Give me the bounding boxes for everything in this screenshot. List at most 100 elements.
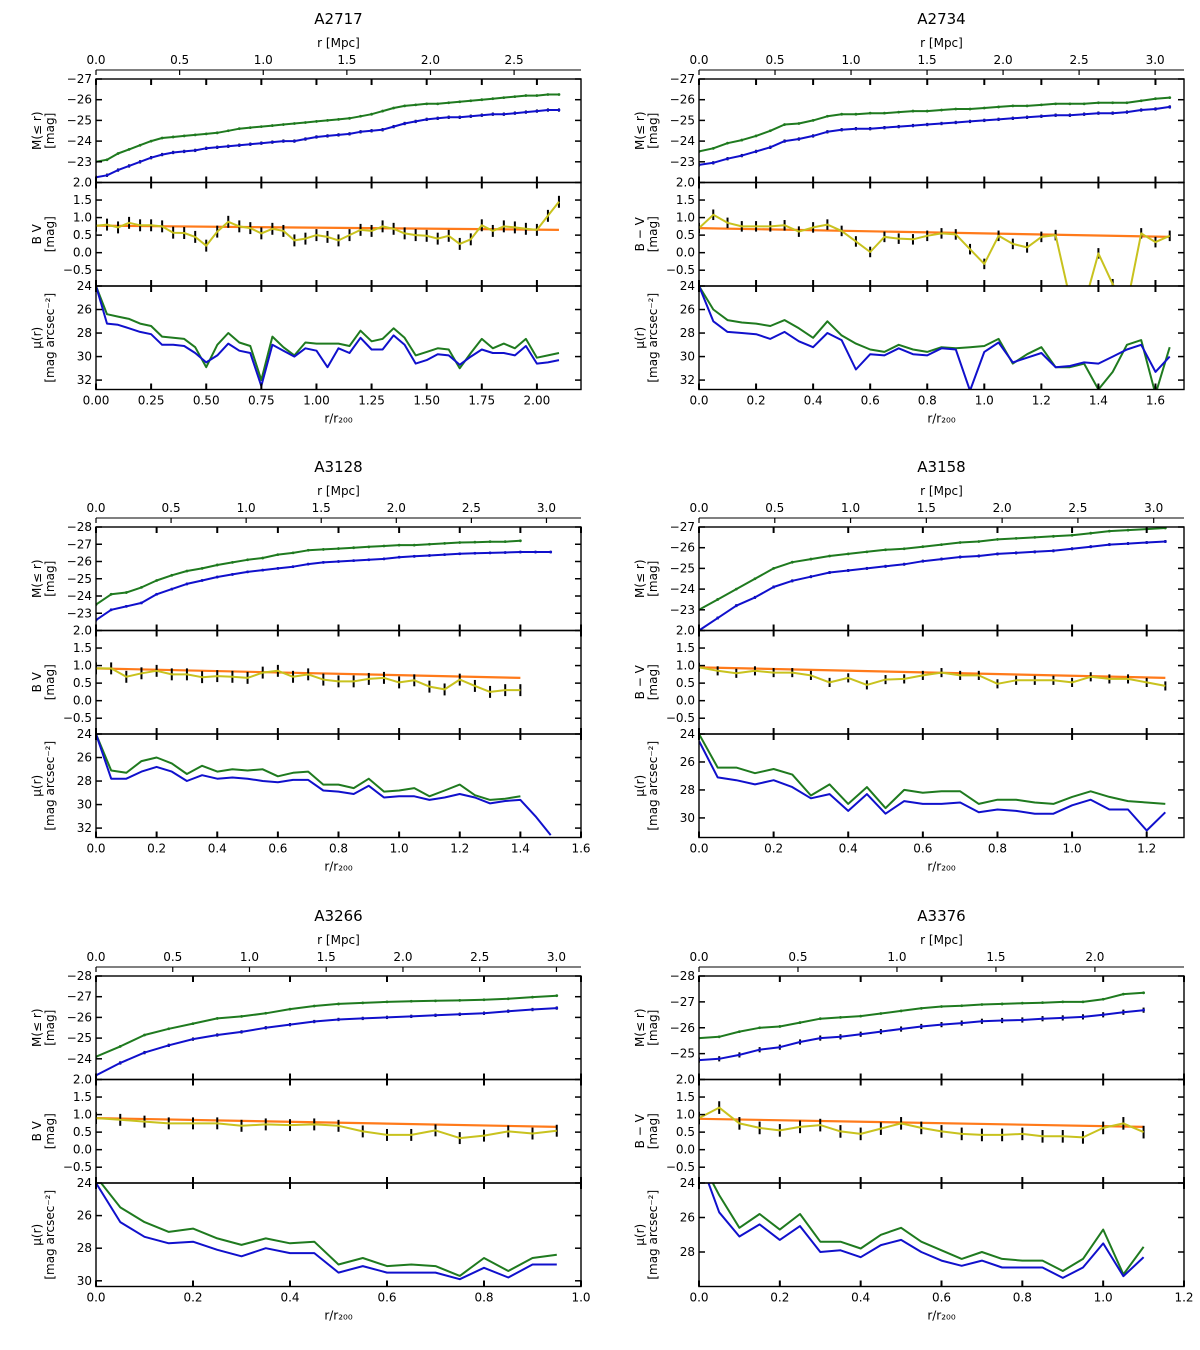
data-point <box>155 592 159 596</box>
data-point <box>312 1020 316 1023</box>
x-axis-label: r/r₂₀₀ <box>324 1309 353 1323</box>
y-tick-label: 28 <box>680 1245 695 1259</box>
subplot-frame <box>95 1182 582 1288</box>
plot-area <box>96 93 561 179</box>
y-tick-label: 28 <box>680 326 695 340</box>
x-tick-label: 0.25 <box>138 394 165 408</box>
y-tick-label: −26 <box>67 93 92 107</box>
top-axis-tick-label: 1.5 <box>986 950 1005 964</box>
y-tick-label: −24 <box>670 582 695 596</box>
data-point <box>783 139 786 143</box>
data-point <box>753 577 757 581</box>
data-point <box>960 1004 964 1008</box>
series-blue-line <box>96 1007 557 1077</box>
plot-area <box>699 734 1166 832</box>
y-tick-label: 24 <box>680 1176 695 1190</box>
fit-line <box>699 227 1170 238</box>
x-tick-label: 0.8 <box>918 394 937 408</box>
x-tick-label: 0.0 <box>86 1291 105 1305</box>
y-axis-label: B − V <box>633 1113 647 1148</box>
y-tick-label: −27 <box>670 995 695 1009</box>
y-tick-label: 1.0 <box>73 1108 92 1122</box>
data-point <box>473 540 477 544</box>
data-point <box>443 553 446 556</box>
data-point <box>458 115 462 119</box>
data-point <box>734 604 738 608</box>
data-point <box>1111 101 1115 105</box>
data-point <box>503 551 507 554</box>
data-point <box>288 1007 292 1011</box>
data-point <box>1011 116 1015 120</box>
data-point <box>977 554 981 558</box>
top-axis-tick-label: 1.0 <box>237 501 256 515</box>
plot-area <box>96 662 522 698</box>
y-tick-label: 26 <box>77 1209 92 1223</box>
data-point <box>337 133 340 137</box>
data-point <box>818 1017 822 1021</box>
y-tick-label: −27 <box>67 72 92 86</box>
data-point <box>809 575 813 579</box>
data-point <box>897 125 901 129</box>
data-point <box>1061 1000 1065 1004</box>
data-point <box>1126 542 1130 545</box>
data-point <box>518 550 522 554</box>
data-point <box>261 556 265 560</box>
series-blue-line <box>699 286 1171 390</box>
top-axis-tick-label: 2.5 <box>470 950 489 964</box>
y-tick-label: −24 <box>67 134 92 148</box>
data-point <box>1139 108 1143 112</box>
series-yellow-line <box>96 1117 557 1140</box>
y-axis-unit: [mag] <box>43 664 57 700</box>
data-point <box>513 95 517 98</box>
y-axis-unit: [mag] <box>646 561 660 597</box>
data-point <box>919 1025 923 1028</box>
series-yellow-line <box>699 213 1171 286</box>
y-axis-label: B − V <box>633 216 647 251</box>
data-point <box>740 154 744 157</box>
x-tick-label: 0.4 <box>804 394 823 408</box>
data-point <box>940 122 943 125</box>
fit-line <box>699 666 1166 679</box>
data-point <box>185 569 189 573</box>
series-yellow-line <box>699 666 1166 687</box>
data-point <box>149 156 153 160</box>
y-axis-unit: [mag arcsec⁻²] <box>43 741 57 831</box>
data-point <box>291 551 295 555</box>
data-point <box>215 145 219 149</box>
data-point <box>392 106 396 110</box>
data-point <box>385 1016 389 1019</box>
data-point <box>200 579 204 582</box>
subplot-frame <box>698 629 1185 735</box>
data-point <box>1041 1001 1044 1005</box>
x-tick-label: 0.2 <box>147 842 166 856</box>
top-axis-tick-label: 0.0 <box>689 950 708 964</box>
plot-area <box>96 734 552 836</box>
x-tick-label: 1.2 <box>1032 394 1051 408</box>
data-point <box>1025 104 1029 108</box>
data-point <box>1000 1002 1004 1006</box>
top-axis-label: r [Mpc] <box>920 36 963 50</box>
y-tick-label: 1.0 <box>676 659 695 673</box>
subplot-mu: 0.0 0.2 0.4 0.6 0.8 1.0 1.2 24 26 28 μ(r) [mag arcs… <box>633 1176 1194 1305</box>
data-point <box>1000 1019 1004 1022</box>
y-tick-label: 30 <box>680 350 695 364</box>
data-point <box>758 1048 762 1052</box>
data-point <box>482 1011 486 1015</box>
y-tick-label: 28 <box>77 1241 92 1255</box>
data-point <box>1097 111 1100 115</box>
data-point <box>557 108 561 112</box>
data-point <box>414 120 418 123</box>
y-tick-label: −28 <box>67 969 92 983</box>
top-axis-tick-label: 1.5 <box>337 53 356 67</box>
series-blue-line <box>699 105 1170 166</box>
data-point <box>370 129 373 133</box>
data-point <box>403 122 407 125</box>
data-point <box>865 550 869 554</box>
y-axis-unit: [mag] <box>43 1113 57 1149</box>
data-point <box>127 164 131 168</box>
y-tick-label: −23 <box>670 603 695 617</box>
plot-area <box>96 1183 557 1281</box>
data-point <box>726 157 729 161</box>
data-point <box>968 107 972 111</box>
